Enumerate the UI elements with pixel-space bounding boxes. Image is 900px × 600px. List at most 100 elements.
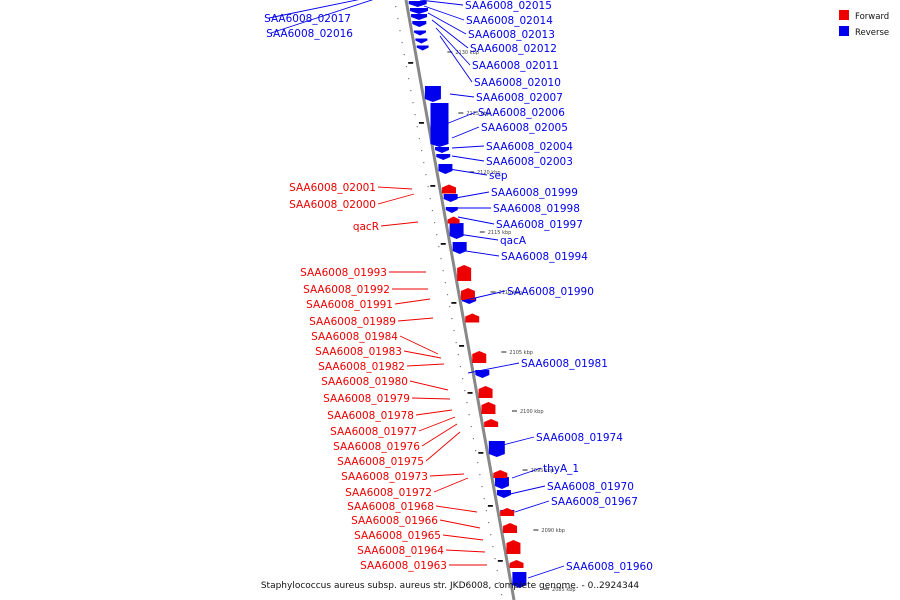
reverse-gene-feature[interactable] [475,370,490,378]
forward-gene-label[interactable]: SAA6008_01980 [321,376,408,388]
forward-gene-label[interactable]: SAA6008_01976 [333,441,420,453]
reverse-gene-label[interactable]: SAA6008_01998 [493,203,580,215]
forward-gene-feature[interactable] [457,265,472,281]
reverse-gene-label[interactable]: SAA6008_02003 [486,156,573,168]
forward-gene-label[interactable]: SAA6008_01982 [318,361,405,373]
forward-label-leader [399,335,439,355]
forward-gene-label[interactable]: SAA6008_01966 [351,515,438,527]
reverse-gene-label[interactable]: SAA6008_02007 [476,92,563,104]
forward-gene-label[interactable]: SAA6008_01975 [337,456,424,468]
reverse-gene-label[interactable]: SAA6008_02006 [478,107,565,119]
reverse-gene-feature[interactable] [452,242,467,254]
reverse-gene-label[interactable]: SAA6008_02013 [468,29,555,41]
forward-gene-label[interactable]: SAA6008_01964 [357,545,444,557]
forward-gene-feature[interactable] [442,184,457,194]
forward-gene-label[interactable]: SAA6008_02001 [289,182,376,194]
forward-gene-feature[interactable] [478,386,493,398]
reverse-gene-feature[interactable] [411,14,428,20]
guide-dot [466,402,468,404]
reverse-gene-feature[interactable] [512,572,527,588]
forward-gene-label[interactable]: SAA6008_01984 [311,331,398,343]
reverse-gene-label[interactable]: SAA6008_02004 [486,141,573,153]
reverse-gene-feature[interactable] [443,194,458,202]
forward-gene-label[interactable]: SAA6008_01989 [309,316,396,328]
reverse-gene-feature[interactable] [412,21,427,27]
guide-dot [442,270,444,272]
forward-gene-label[interactable]: qacR [353,221,379,233]
forward-gene-label[interactable]: SAA6008_01968 [347,501,434,513]
reverse-gene-label[interactable]: sep [489,170,508,182]
forward-gene-feature[interactable] [484,419,499,427]
reverse-gene-feature[interactable] [409,8,428,14]
forward-gene-feature[interactable] [447,216,460,224]
reverse-gene-label[interactable]: SAA6008_02012 [470,43,557,55]
forward-gene-label[interactable]: SAA6008_01978 [327,410,414,422]
reverse-gene-label[interactable]: SAA6008_01960 [566,561,653,573]
reverse-gene-feature[interactable] [413,30,426,36]
reverse-gene-label[interactable]: SAA6008_02017 [264,13,351,25]
forward-gene-feature[interactable] [506,540,521,554]
forward-gene-feature[interactable] [509,560,524,568]
forward-gene-label[interactable]: SAA6008_01972 [345,487,432,499]
forward-gene-label[interactable]: SAA6008_01977 [330,426,417,438]
forward-gene-feature[interactable] [472,351,487,363]
forward-gene-feature[interactable] [481,402,496,414]
reverse-gene-feature[interactable] [445,207,458,213]
reverse-gene-feature[interactable] [488,441,505,457]
kbp-tick-label: 2085 kbp [552,587,576,593]
reverse-gene-label[interactable]: SAA6008_02010 [474,77,561,89]
reverse-gene-label[interactable]: qacA [500,235,527,247]
reverse-gene-feature[interactable] [416,45,429,51]
reverse-gene-label[interactable]: thyA_1 [543,463,579,475]
reverse-gene-label[interactable]: SAA6008_01981 [521,358,608,370]
reverse-gene-label[interactable]: SAA6008_01999 [491,187,578,199]
minor-tick [408,62,414,64]
reverse-gene-label[interactable]: SAA6008_02005 [481,122,568,134]
forward-gene-label[interactable]: SAA6008_01979 [323,393,410,405]
guide-dot [457,354,459,356]
minor-tick [487,505,493,507]
forward-gene-feature[interactable] [503,523,518,533]
reverse-gene-feature[interactable] [449,223,464,239]
forward-gene-label[interactable]: SAA6008_01965 [354,530,441,542]
reverse-gene-feature[interactable] [430,103,449,147]
reverse-gene-feature[interactable] [435,147,449,153]
guide-dot [429,198,431,200]
reverse-gene-label[interactable]: SAA6008_01997 [496,219,583,231]
forward-gene-label[interactable]: SAA6008_01993 [300,267,387,279]
forward-gene-label[interactable]: SAA6008_01991 [306,299,393,311]
reverse-label-leader [448,168,488,176]
forward-gene-label[interactable]: SAA6008_01983 [315,346,402,358]
guide-dot [492,546,494,548]
reverse-label-leader [423,5,465,21]
forward-gene-label[interactable]: SAA6008_02000 [289,199,376,211]
guide-dot [427,186,429,188]
reverse-gene-label[interactable]: SAA6008_01994 [501,251,588,263]
reverse-gene-feature[interactable] [415,38,428,44]
guide-dot [485,510,487,512]
reverse-gene-label[interactable]: SAA6008_01970 [547,481,634,493]
forward-gene-feature[interactable] [465,313,480,323]
reverse-gene-label[interactable]: SAA6008_01990 [507,286,594,298]
reverse-gene-feature[interactable] [408,1,427,7]
reverse-label-leader [451,126,480,139]
forward-gene-label[interactable]: SAA6008_01973 [341,471,428,483]
forward-gene-feature[interactable] [460,288,475,300]
reverse-gene-label[interactable]: SAA6008_01967 [551,496,638,508]
reverse-gene-label[interactable]: SAA6008_02014 [466,15,553,27]
forward-gene-feature[interactable] [493,470,508,478]
reverse-gene-label[interactable]: SAA6008_02011 [472,60,559,72]
reverse-gene-feature[interactable] [496,490,511,498]
guide-dot [451,318,453,320]
reverse-gene-feature[interactable] [436,154,451,160]
reverse-gene-label[interactable]: SAA6008_02016 [266,28,353,40]
reverse-gene-feature[interactable] [424,86,441,102]
guide-dot [399,30,401,32]
reverse-gene-feature[interactable] [438,164,453,174]
forward-gene-label[interactable]: SAA6008_01963 [360,560,447,572]
reverse-gene-label[interactable]: SAA6008_01974 [536,432,623,444]
reverse-gene-feature[interactable] [494,477,509,489]
reverse-gene-label[interactable]: SAA6008_02015 [465,0,552,12]
forward-gene-feature[interactable] [500,508,515,516]
forward-gene-label[interactable]: SAA6008_01992 [303,284,390,296]
